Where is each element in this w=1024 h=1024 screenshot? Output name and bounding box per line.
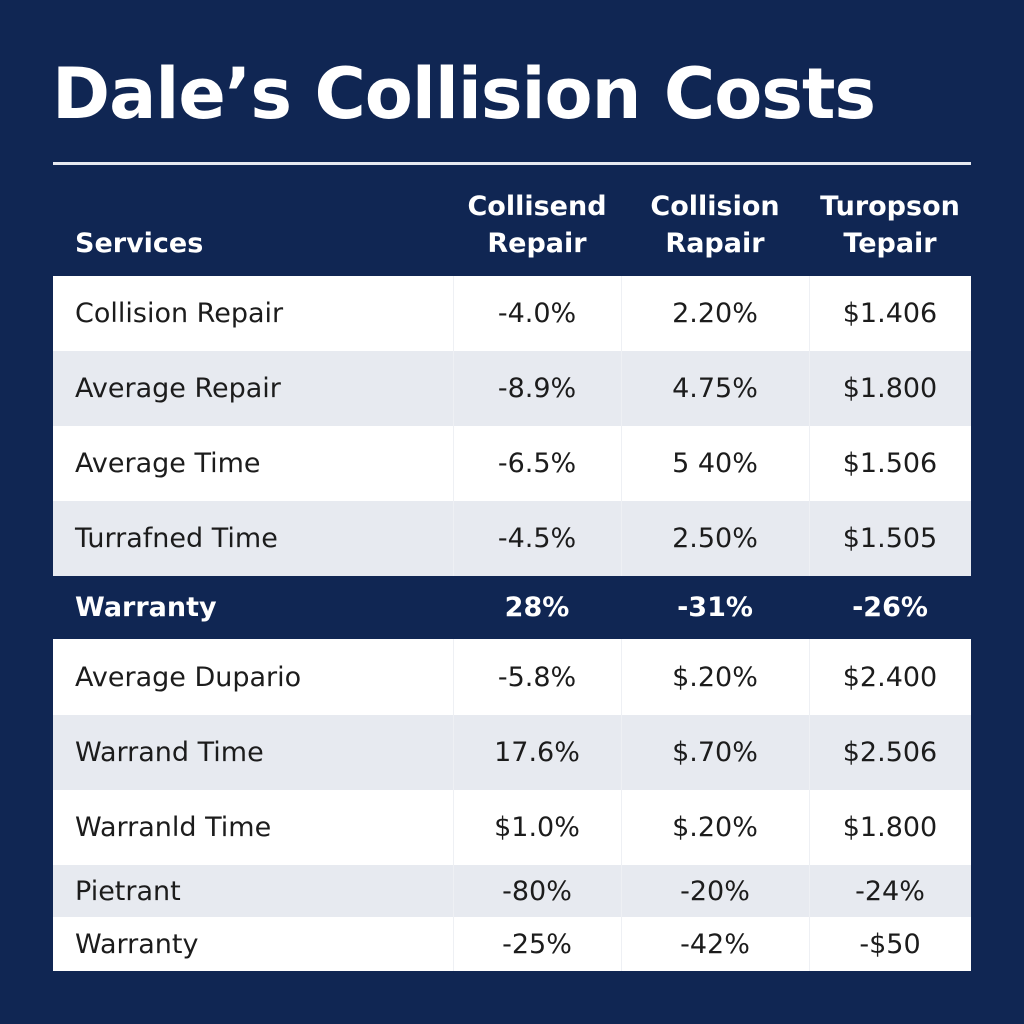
row-value-1: -5.8% <box>497 661 577 693</box>
table-row: Average Dupario -5.8% $.20% $2.400 <box>53 639 971 715</box>
table-row: Warrand Time 17.6% $.70% $2.506 <box>53 715 971 790</box>
row-label: Average Time <box>75 448 261 479</box>
header-col-1-line-1: Collisend <box>467 191 607 222</box>
row-value-3: -24% <box>855 875 925 907</box>
row-value-1: -80% <box>502 875 572 907</box>
row-value-1: -6.5% <box>497 448 577 479</box>
table-row: Pietrant -80% -20% -24% <box>53 865 971 917</box>
row-value-2: $.20% <box>672 812 758 843</box>
row-value-2: -20% <box>680 875 750 907</box>
row-value-3: -$50 <box>859 928 921 960</box>
row-label: Average Repair <box>75 373 281 404</box>
row-value-2: 4.75% <box>672 373 758 404</box>
row-value-3: -26% <box>852 592 928 623</box>
row-label: Turrafned Time <box>75 523 278 554</box>
row-value-1: -4.5% <box>497 523 577 554</box>
row-value-3: $1.505 <box>842 523 938 554</box>
row-label: Warranld Time <box>75 812 272 843</box>
row-label: Warranty <box>75 592 217 623</box>
row-label: Collision Repair <box>75 298 284 329</box>
page-title: Dale’s Collision Costs <box>52 53 876 135</box>
row-value-1: -25% <box>502 928 572 960</box>
header-col-2: Collision Rapair <box>621 188 809 262</box>
section-row-warranty: Warranty 28% -31% -26% <box>53 576 971 639</box>
table-row: Warranld Time $1.0% $.20% $1.800 <box>53 790 971 865</box>
header-col-1-line-2: Repair <box>487 228 587 259</box>
header-col-3: Turopson Tepair <box>809 188 971 262</box>
row-value-3: $1.406 <box>842 298 938 329</box>
row-value-3: $1.800 <box>842 812 938 843</box>
row-value-1: -4.0% <box>497 298 577 329</box>
row-label: Warranty <box>75 928 199 960</box>
header-col-2-line-1: Collision <box>650 191 780 222</box>
row-value-2: $.20% <box>672 661 758 693</box>
row-value-1: 28% <box>504 592 570 623</box>
table-row: Average Repair -8.9% 4.75% $1.800 <box>53 351 971 426</box>
header-col-2-line-2: Rapair <box>665 228 765 259</box>
header-col-3-line-2: Tepair <box>843 228 937 259</box>
header-services: Services <box>75 228 204 259</box>
row-label: Average Dupario <box>75 661 302 693</box>
header-col-3-line-1: Turopson <box>820 191 960 222</box>
row-value-3: $2.400 <box>842 661 938 693</box>
row-value-3: $1.800 <box>842 373 938 404</box>
table-row: Average Time -6.5% 5 40% $1.506 <box>53 426 971 501</box>
title-divider <box>53 162 971 165</box>
row-value-2: $.70% <box>672 737 758 768</box>
row-value-2: 5 40% <box>672 448 758 479</box>
row-value-1: 17.6% <box>494 737 580 768</box>
row-value-2: 2.50% <box>672 523 758 554</box>
table-row: Turrafned Time -4.5% 2.50% $1.505 <box>53 501 971 576</box>
header-col-1: Collisend Repair <box>453 188 621 262</box>
row-value-2: 2.20% <box>672 298 758 329</box>
table-row: Collision Repair -4.0% 2.20% $1.406 <box>53 276 971 351</box>
table-row: Warranty -25% -42% -$50 <box>53 917 971 971</box>
row-value-2: -42% <box>680 928 750 960</box>
table-header: Services Collisend Repair Collision Rapa… <box>53 180 971 276</box>
row-value-1: $1.0% <box>494 812 580 843</box>
row-value-3: $2.506 <box>842 737 938 768</box>
row-label: Pietrant <box>75 875 181 907</box>
row-value-3: $1.506 <box>842 448 938 479</box>
row-value-1: -8.9% <box>497 373 577 404</box>
row-value-2: -31% <box>677 592 753 623</box>
row-label: Warrand Time <box>75 737 264 768</box>
